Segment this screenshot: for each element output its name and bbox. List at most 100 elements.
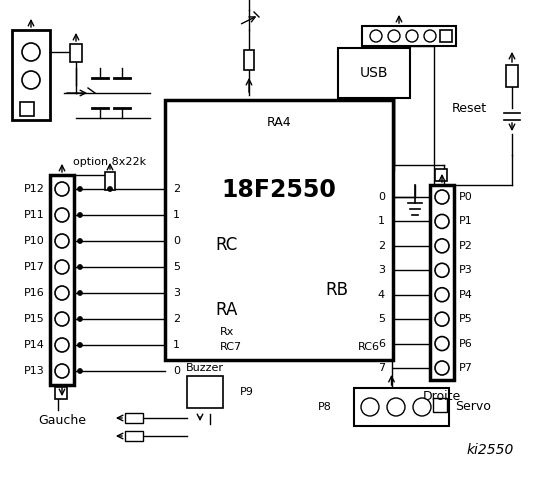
Bar xyxy=(435,169,447,181)
Text: RB: RB xyxy=(325,281,348,299)
Text: Rx: Rx xyxy=(220,327,234,337)
Bar xyxy=(354,388,449,426)
Bar xyxy=(165,100,393,360)
Bar xyxy=(50,175,74,385)
Circle shape xyxy=(435,190,449,204)
Text: P3: P3 xyxy=(459,265,473,276)
Text: 2: 2 xyxy=(173,184,180,194)
Text: 4: 4 xyxy=(378,290,385,300)
Text: P11: P11 xyxy=(24,210,45,220)
Text: RC7: RC7 xyxy=(220,342,242,352)
Bar xyxy=(506,65,518,87)
Text: P9: P9 xyxy=(240,387,254,397)
Bar xyxy=(125,413,143,423)
Circle shape xyxy=(435,288,449,302)
Circle shape xyxy=(435,361,449,375)
Circle shape xyxy=(77,369,82,373)
Text: RC6: RC6 xyxy=(358,342,380,352)
Text: P10: P10 xyxy=(24,236,45,246)
Bar xyxy=(244,50,254,70)
Text: 2: 2 xyxy=(378,241,385,251)
Bar xyxy=(362,26,456,46)
Text: P13: P13 xyxy=(24,366,45,376)
Circle shape xyxy=(77,264,82,269)
Text: RA: RA xyxy=(215,301,237,319)
Circle shape xyxy=(77,213,82,217)
Circle shape xyxy=(406,30,418,42)
Circle shape xyxy=(55,312,69,326)
Text: P2: P2 xyxy=(459,241,473,251)
Text: Buzzer: Buzzer xyxy=(186,363,224,373)
Text: 18F2550: 18F2550 xyxy=(222,178,336,202)
Text: 1: 1 xyxy=(378,216,385,227)
Text: P15: P15 xyxy=(24,314,45,324)
Circle shape xyxy=(55,338,69,352)
Text: P6: P6 xyxy=(459,338,473,348)
Text: P12: P12 xyxy=(24,184,45,194)
Text: RC: RC xyxy=(215,236,237,254)
Text: ki2550: ki2550 xyxy=(466,443,514,457)
Circle shape xyxy=(107,187,112,192)
Circle shape xyxy=(55,286,69,300)
Circle shape xyxy=(55,208,69,222)
Text: Gauche: Gauche xyxy=(38,413,86,427)
Text: P1: P1 xyxy=(459,216,473,227)
Circle shape xyxy=(388,30,400,42)
Text: P8: P8 xyxy=(318,402,332,412)
Circle shape xyxy=(435,239,449,253)
Text: Droite: Droite xyxy=(423,389,461,403)
Text: P0: P0 xyxy=(459,192,473,202)
Text: 0: 0 xyxy=(173,366,180,376)
Text: 0: 0 xyxy=(173,236,180,246)
Circle shape xyxy=(435,312,449,326)
Circle shape xyxy=(435,336,449,350)
Bar xyxy=(440,30,452,42)
Text: RA4: RA4 xyxy=(267,116,291,129)
Bar xyxy=(55,387,67,399)
Text: 5: 5 xyxy=(173,262,180,272)
Text: 1: 1 xyxy=(173,340,180,350)
Text: P17: P17 xyxy=(24,262,45,272)
Circle shape xyxy=(77,290,82,296)
Text: Reset: Reset xyxy=(452,101,487,115)
Text: P4: P4 xyxy=(459,290,473,300)
Circle shape xyxy=(435,264,449,277)
Text: 0: 0 xyxy=(378,192,385,202)
Bar xyxy=(433,398,447,412)
Bar xyxy=(430,185,454,380)
Bar xyxy=(12,30,50,120)
Text: P16: P16 xyxy=(24,288,45,298)
Text: 1: 1 xyxy=(173,210,180,220)
Text: P5: P5 xyxy=(459,314,473,324)
Circle shape xyxy=(387,398,405,416)
Circle shape xyxy=(77,316,82,322)
Text: P14: P14 xyxy=(24,340,45,350)
Circle shape xyxy=(55,260,69,274)
Bar xyxy=(187,376,223,408)
Bar xyxy=(20,102,34,116)
Circle shape xyxy=(55,234,69,248)
Circle shape xyxy=(55,364,69,378)
Bar xyxy=(338,48,410,98)
Circle shape xyxy=(370,30,382,42)
Circle shape xyxy=(55,182,69,196)
Circle shape xyxy=(413,398,431,416)
Text: option 8x22k: option 8x22k xyxy=(74,157,147,167)
Circle shape xyxy=(361,398,379,416)
Text: Servo: Servo xyxy=(455,400,491,413)
Circle shape xyxy=(22,43,40,61)
Circle shape xyxy=(435,215,449,228)
Circle shape xyxy=(424,30,436,42)
Text: 5: 5 xyxy=(378,314,385,324)
Text: 7: 7 xyxy=(378,363,385,373)
Circle shape xyxy=(77,239,82,243)
Circle shape xyxy=(22,71,40,89)
Bar xyxy=(105,172,115,190)
Bar xyxy=(70,44,82,62)
Text: P7: P7 xyxy=(459,363,473,373)
Bar xyxy=(125,431,143,441)
Text: 2: 2 xyxy=(173,314,180,324)
Circle shape xyxy=(77,187,82,192)
Circle shape xyxy=(77,343,82,348)
Text: 3: 3 xyxy=(173,288,180,298)
